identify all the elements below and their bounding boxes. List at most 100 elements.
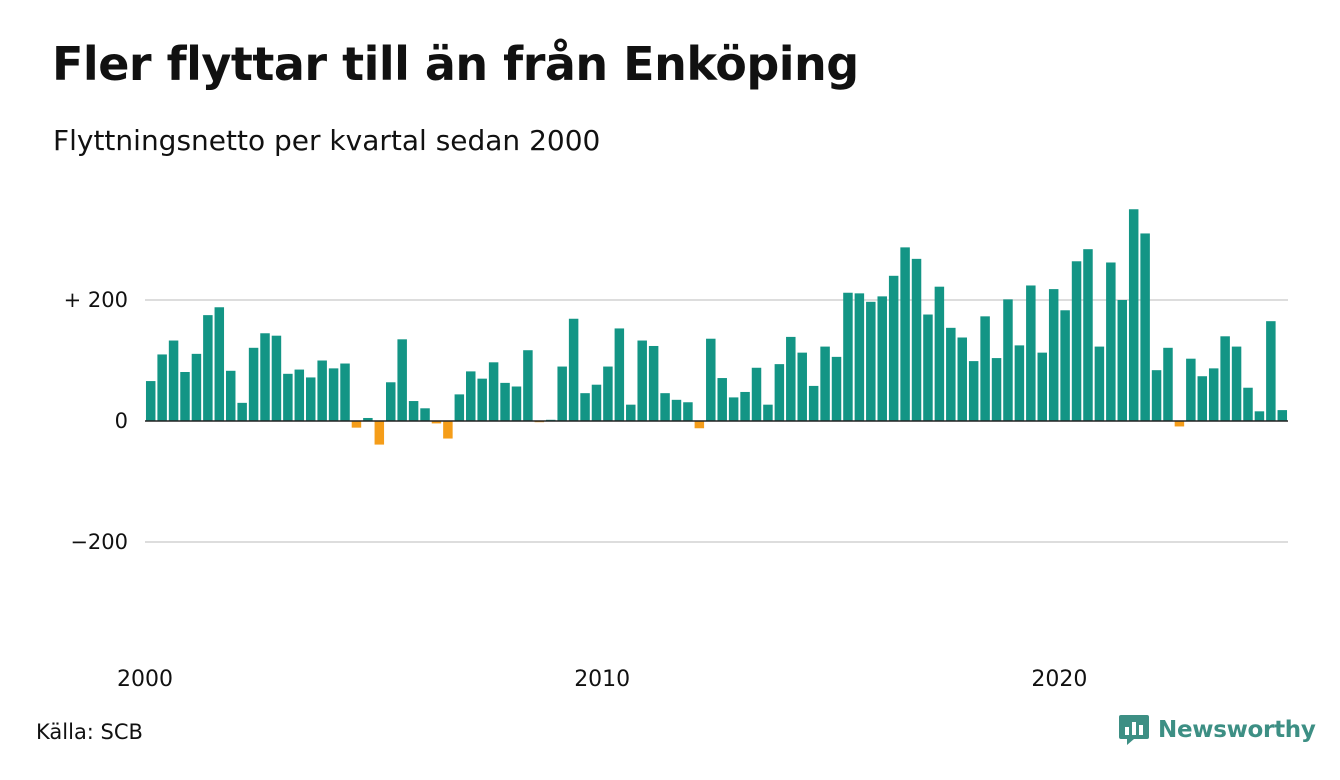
bar-positive: [843, 292, 853, 421]
bar-positive: [900, 247, 910, 421]
bar-positive: [397, 339, 407, 421]
bar-chart: + 200 0 −200 2000 2010 2020: [64, 209, 1288, 692]
bar-positive: [1071, 261, 1082, 421]
bar-positive: [820, 346, 830, 421]
bar-positive: [500, 382, 510, 421]
bar-positive: [466, 371, 476, 421]
bar-positive: [706, 338, 716, 421]
bar-positive: [317, 360, 327, 421]
bar-negative: [374, 421, 385, 445]
bar-positive: [283, 373, 293, 421]
bar-positive: [1003, 299, 1013, 421]
bar-positive: [797, 352, 807, 421]
bar-positive: [568, 318, 579, 421]
bar-positive: [603, 366, 613, 421]
bar-positive: [1037, 352, 1047, 421]
bar-negative: [694, 421, 705, 429]
bar-positive: [1140, 233, 1150, 421]
bar-positive: [305, 377, 316, 421]
bar-positive: [1231, 346, 1242, 421]
bar-positive: [1060, 310, 1070, 421]
bar-positive: [774, 364, 785, 421]
bar-positive: [728, 397, 739, 421]
bar-positive: [1026, 285, 1036, 421]
bar-positive: [877, 296, 887, 421]
bar-positive: [1277, 410, 1288, 421]
bar-positive: [591, 384, 602, 421]
bar-positive: [294, 369, 305, 421]
bar-positive: [1128, 209, 1139, 421]
bar-positive: [1197, 376, 1208, 421]
bar-positive: [614, 328, 625, 421]
bar-positive: [420, 408, 430, 422]
bar-positive: [1208, 368, 1219, 421]
bar-positive: [214, 307, 225, 421]
bar-positive: [340, 363, 350, 421]
x-axis-labels: 2000 2010 2020: [117, 667, 1087, 692]
brand-name: Newsworthy: [1158, 717, 1316, 743]
bar-positive: [1106, 262, 1116, 421]
bar-positive: [454, 394, 465, 421]
bar-positive: [248, 347, 259, 421]
bar-positive: [660, 393, 670, 421]
bar-positive: [477, 378, 487, 421]
bar-positive: [271, 335, 282, 421]
bar-positive: [808, 385, 819, 421]
bar-positive: [1083, 249, 1093, 421]
bar-positive: [911, 258, 922, 421]
chart-subtitle: Flyttningsnetto per kvartal sedan 2000: [53, 124, 601, 157]
bar-positive: [957, 337, 967, 421]
brand-logo[interactable]: Newsworthy: [1118, 713, 1316, 747]
bar-positive: [866, 301, 876, 421]
bars: [145, 209, 1288, 445]
bar-positive: [1254, 411, 1265, 421]
bar-positive: [763, 404, 773, 422]
bar-positive: [717, 378, 727, 421]
bar-positive: [1094, 346, 1105, 421]
bar-positive: [580, 393, 590, 421]
bar-positive: [363, 417, 373, 421]
y-tick-label: 0: [115, 409, 128, 433]
bar-positive: [511, 386, 522, 421]
bar-positive: [157, 354, 167, 421]
bar-positive: [408, 401, 419, 421]
bar-positive: [1186, 358, 1196, 421]
gridlines: [145, 299, 1288, 543]
bar-positive: [1048, 289, 1059, 421]
bar-positive: [786, 336, 796, 421]
bar-positive: [145, 381, 156, 421]
bar-positive: [1163, 347, 1173, 421]
bar-negative: [443, 421, 453, 439]
bar-positive: [1014, 345, 1025, 422]
bar-positive: [946, 327, 956, 421]
bar-positive: [1266, 321, 1276, 422]
bar-negative: [351, 421, 362, 428]
bar-positive: [386, 382, 396, 421]
bar-positive: [203, 315, 213, 422]
bar-positive: [1220, 336, 1230, 421]
x-tick-label: 2020: [1031, 667, 1087, 692]
bar-positive: [488, 362, 499, 421]
y-tick-label: −200: [70, 530, 128, 554]
bar-positive: [225, 370, 236, 421]
bar-positive: [557, 366, 567, 421]
bar-positive: [648, 345, 659, 421]
bar-positive: [637, 340, 647, 421]
newsworthy-logo-icon: [1119, 715, 1149, 745]
source-note: Källa: SCB: [36, 720, 143, 744]
bar-positive: [168, 340, 179, 421]
bar-positive: [888, 275, 899, 421]
bar-positive: [934, 286, 945, 421]
bar-positive: [523, 350, 533, 421]
bar-positive: [328, 368, 339, 421]
bar-positive: [180, 372, 190, 421]
bar-positive: [751, 367, 762, 421]
bar-positive: [191, 353, 202, 422]
bar-positive: [980, 316, 990, 421]
bar-positive: [1117, 300, 1128, 421]
bar-positive: [854, 293, 865, 422]
bar-positive: [683, 402, 693, 421]
x-tick-label: 2010: [574, 667, 630, 692]
bar-positive: [923, 314, 933, 421]
bar-positive: [1243, 387, 1253, 421]
